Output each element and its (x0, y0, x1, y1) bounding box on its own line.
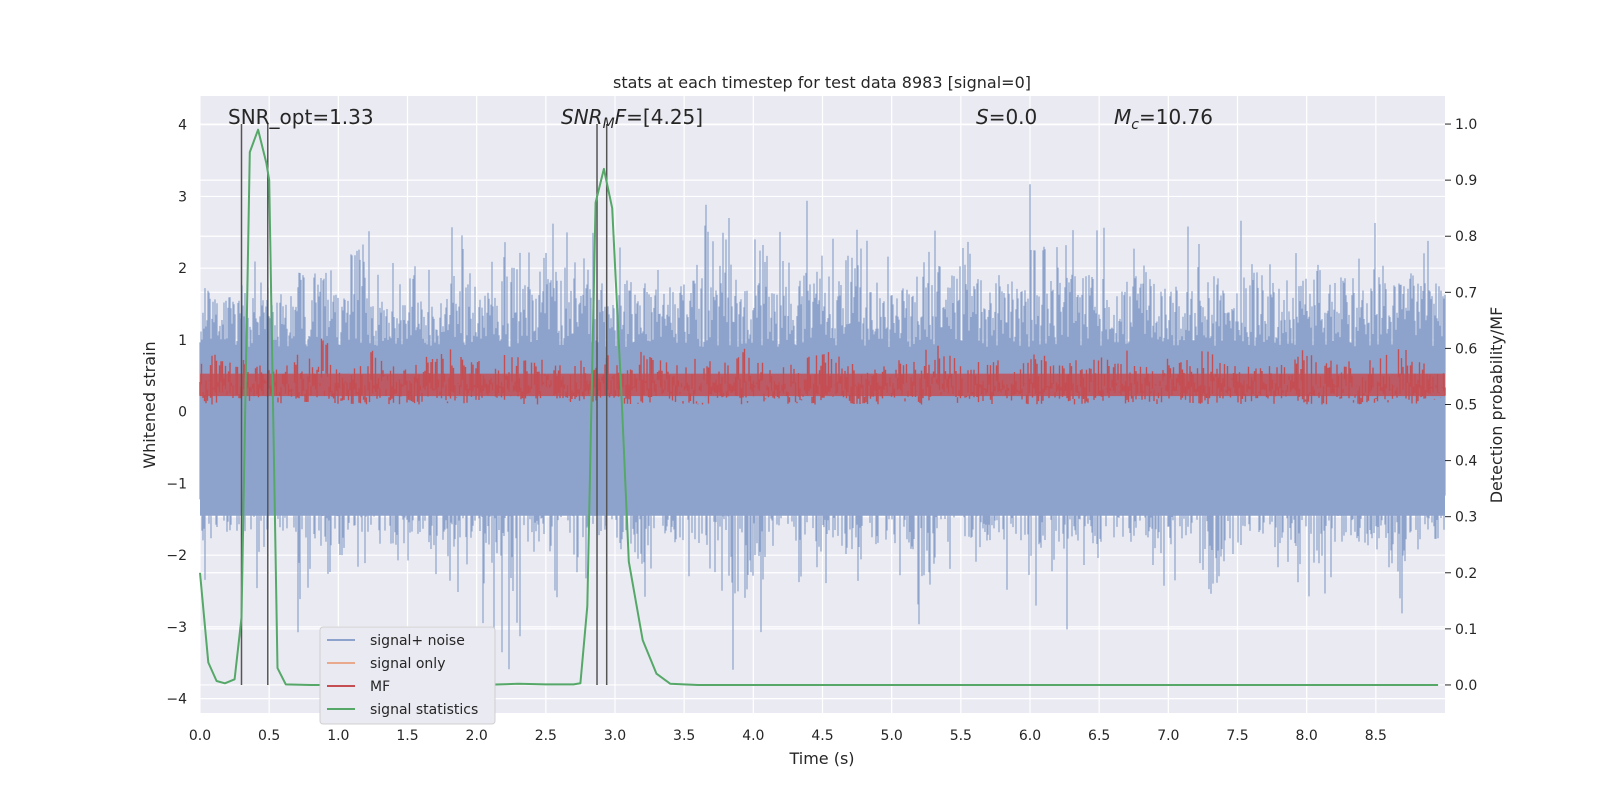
x-tick-label: 0.0 (189, 728, 211, 744)
s-annotation: S=0.0 (976, 105, 1037, 129)
x-tick-label: 6.5 (1088, 728, 1110, 744)
left-y-tick-label: −3 (166, 620, 187, 636)
snr-mf-annotation: SNRMF=[4.25] (561, 105, 703, 132)
left-y-tick-label: 0 (178, 405, 187, 421)
x-tick-label: 3.5 (673, 728, 695, 744)
left-y-tick-labels: 4 3 2 1 0 −1 −2 −3 −4 (166, 118, 187, 708)
chart-title: stats at each timestep for test data 898… (613, 73, 1031, 92)
right-y-tick-label: 0.7 (1455, 285, 1477, 301)
x-tick-label: 7.0 (1157, 728, 1179, 744)
right-y-tick-label: 0.9 (1455, 173, 1477, 189)
x-tick-label: 2.0 (466, 728, 488, 744)
right-y-tick-labels: 1.0 0.9 0.8 0.7 0.6 0.5 0.4 0.3 0.2 0.1 0.0 (1445, 117, 1477, 694)
right-y-tick-label: 0.8 (1455, 229, 1477, 245)
legend: signal+ noise signal only MF signal stat… (319, 626, 496, 725)
legend-label-signal-only: signal only (370, 656, 445, 672)
legend-label-mf: MF (370, 679, 390, 695)
x-tick-label: 5.0 (881, 728, 903, 744)
left-y-tick-label: 1 (178, 333, 187, 349)
mf-series (199, 338, 1446, 405)
x-tick-label: 8.5 (1365, 728, 1387, 744)
signal-statistics-line (199, 128, 1439, 686)
x-tick-labels: 0.0 0.5 1.0 1.5 2.0 2.5 3.0 3.5 4.0 4.5 5.0 5.5 6.0 6… (189, 728, 1387, 744)
snr-opt-annotation: SNR_opt=1.33 (228, 105, 374, 129)
x-tick-label: 5.5 (950, 728, 972, 744)
right-y-tick-label: 0.0 (1455, 678, 1477, 694)
right-y-tick-label: 0.1 (1455, 622, 1477, 638)
x-tick-label: 2.5 (535, 728, 557, 744)
mf-core (200, 373, 1445, 397)
x-tick-label: 4.5 (811, 728, 833, 744)
left-y-tick-label: −4 (166, 692, 187, 708)
left-y-tick-label: 4 (178, 118, 187, 134)
x-tick-label: 4.0 (742, 728, 764, 744)
left-y-tick-label: −2 (166, 548, 187, 564)
x-tick-label: 7.5 (1226, 728, 1248, 744)
right-y-tick-label: 0.5 (1455, 398, 1477, 414)
x-tick-label: 0.5 (258, 728, 280, 744)
signal-statistics-series (199, 128, 1439, 686)
right-y-tick-label: 0.4 (1455, 454, 1477, 470)
x-tick-label: 8.0 (1296, 728, 1318, 744)
right-y-tick-label: 0.6 (1455, 341, 1477, 357)
right-y-axis-label: Detection probability/MF (1487, 307, 1506, 504)
left-y-tick-label: −1 (166, 476, 187, 492)
left-y-tick-label: 3 (178, 189, 187, 205)
legend-label-signal-noise: signal+ noise (370, 633, 465, 649)
legend-box (319, 626, 496, 725)
x-tick-label: 6.0 (1019, 728, 1041, 744)
left-y-tick-label: 2 (178, 261, 187, 277)
right-y-tick-label: 0.3 (1455, 510, 1477, 526)
legend-label-signal-statistics: signal statistics (370, 702, 478, 718)
mc-annotation: Mc=10.76 (1114, 105, 1213, 133)
x-axis-label: Time (s) (788, 749, 854, 768)
right-y-tick-label: 1.0 (1455, 117, 1477, 133)
right-y-tick-label: 0.2 (1455, 566, 1477, 582)
x-tick-label: 1.0 (327, 728, 349, 744)
x-tick-label: 3.0 (604, 728, 626, 744)
x-tick-label: 1.5 (396, 728, 418, 744)
left-y-axis-label: Whitened strain (140, 341, 159, 468)
